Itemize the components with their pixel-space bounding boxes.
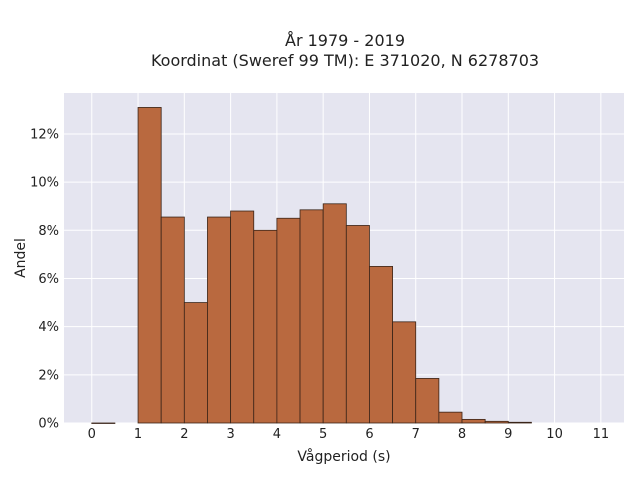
histogram-bar: [415, 378, 440, 424]
chart-title-line2: Koordinat (Sweref 99 TM): E 371020, N 62…: [151, 51, 539, 70]
chart-title-line1: År 1979 - 2019: [285, 31, 405, 50]
histogram-bar: [230, 210, 255, 424]
x-tick-label: 3: [226, 427, 234, 442]
histogram-bar: [137, 107, 162, 424]
histogram-bar: [438, 411, 463, 424]
histogram-bar: [253, 229, 278, 424]
y-tick-label: 0%: [38, 417, 59, 432]
x-ticks: 0 1 2 3 4 5 6 7 8 9 10 11: [88, 427, 610, 442]
y-tick-label: 4%: [38, 320, 59, 335]
x-tick-label: 5: [319, 427, 327, 442]
y-axis-label: Andel: [13, 238, 29, 278]
y-ticks: 0% 2% 4% 6% 8% 10% 12%: [30, 127, 59, 431]
histogram-bar: [207, 216, 232, 424]
x-tick-label: 2: [180, 427, 188, 442]
histogram-bar: [299, 209, 324, 424]
x-tick-label: 11: [593, 427, 610, 442]
histogram-bar: [461, 418, 486, 424]
x-tick-label: 7: [412, 427, 420, 442]
y-tick-label: 8%: [38, 224, 59, 239]
histogram-bar: [345, 225, 370, 424]
histogram-bar: [276, 217, 301, 424]
x-tick-label: 1: [134, 427, 142, 442]
histogram-bar: [369, 266, 393, 424]
histogram-bar: [507, 421, 532, 424]
x-axis-label: Vågperiod (s): [297, 448, 390, 465]
x-tick-label: 10: [546, 427, 563, 442]
histogram-bar: [484, 420, 509, 424]
x-tick-label: 6: [365, 427, 373, 442]
y-tick-label: 10%: [30, 176, 59, 191]
histogram-bar: [322, 203, 347, 424]
x-tick-label: 0: [88, 427, 96, 442]
y-tick-label: 12%: [30, 127, 59, 142]
y-tick-label: 6%: [38, 272, 59, 287]
x-tick-label: 9: [504, 427, 512, 442]
y-tick-label: 2%: [38, 368, 59, 383]
x-tick-label: 4: [273, 427, 281, 442]
x-tick-label: 8: [458, 427, 466, 442]
histogram-bar: [160, 216, 185, 424]
histogram-bar: [183, 302, 208, 424]
histogram-bar: [392, 321, 417, 424]
histogram-bar: [91, 422, 116, 424]
bars: [91, 107, 532, 424]
